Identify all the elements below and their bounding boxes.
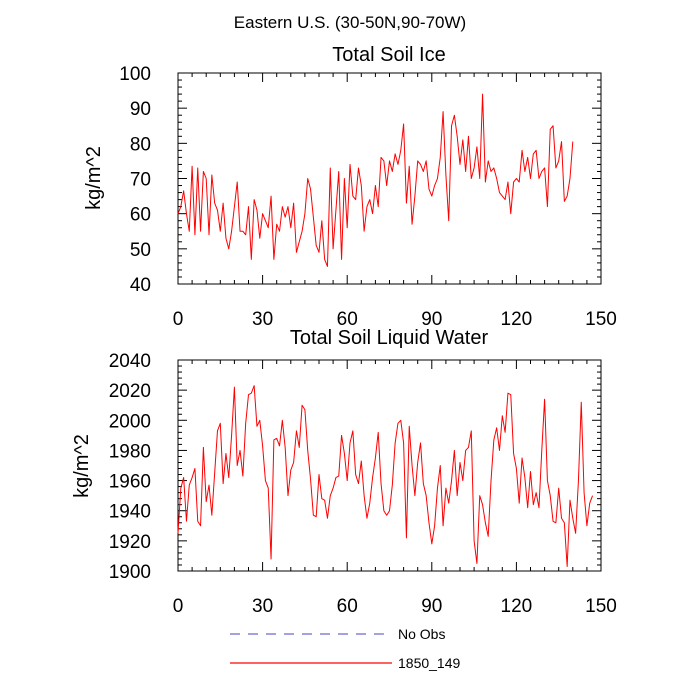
legend-label-1850-149: 1850_149 [398, 655, 461, 671]
y-tick-label: 2040 [109, 351, 151, 372]
plot-area: 0 30 60 90 120 150 1900 1920 1940 1960 1980 2000 202… [109, 351, 617, 617]
y-tick-label: 1900 [109, 562, 151, 583]
figure-suptitle: Eastern U.S. (30-50N,90-70W) [234, 13, 466, 32]
x-tick-label: 150 [585, 309, 617, 330]
y-axis-label: kg/m^2 [83, 146, 105, 210]
legend-label-no-obs: No Obs [398, 626, 445, 642]
y-tick-label: 50 [130, 240, 151, 261]
x-tick-label: 90 [421, 596, 442, 617]
y-tick-label: 2000 [109, 411, 151, 432]
y-axis-label: kg/m^2 [71, 434, 93, 498]
soil-ice-panel: Total Soil Ice kg/m^2 0 30 60 90 120 150 40 50 6… [83, 44, 617, 330]
series-line-1850_149 [177, 93, 574, 267]
y-tick-label: 100 [119, 64, 151, 85]
x-tick-label: 120 [501, 309, 533, 330]
plot-area: 0 30 60 90 120 150 40 50 60 70 80 90 100 [119, 64, 617, 330]
legend: No Obs 1850_149 [230, 626, 461, 671]
y-tick-label: 80 [130, 134, 151, 155]
x-tick-label: 90 [421, 309, 442, 330]
x-tick-label: 120 [501, 596, 533, 617]
y-tick-label: 40 [130, 275, 151, 296]
y-tick-label: 2020 [109, 381, 151, 402]
y-tick-label: 1940 [109, 502, 151, 523]
x-tick-label: 0 [173, 309, 184, 330]
y-tick-label: 1920 [109, 532, 151, 553]
x-tick-label: 30 [252, 596, 273, 617]
plot-frame [177, 72, 602, 285]
y-tick-label: 60 [130, 205, 151, 226]
panel-title: Total Soil Liquid Water [290, 327, 489, 349]
y-tick-label: 1960 [109, 472, 151, 493]
x-tick-label: 30 [252, 309, 273, 330]
y-tick-label: 90 [130, 99, 151, 120]
series-line-1850_149 [177, 385, 594, 567]
y-tick-label: 1980 [109, 441, 151, 462]
x-tick-label: 0 [173, 596, 184, 617]
x-tick-label: 150 [585, 596, 617, 617]
soil-liquid-water-panel: Total Soil Liquid Water kg/m^2 0 30 60 90 12… [71, 327, 617, 617]
panel-title: Total Soil Ice [332, 44, 445, 66]
y-tick-label: 70 [130, 170, 151, 191]
x-tick-label: 60 [337, 596, 358, 617]
x-tick-label: 60 [337, 309, 358, 330]
